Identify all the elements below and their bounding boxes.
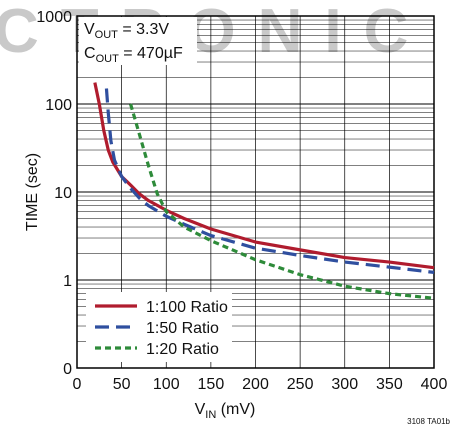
x-tick-label: 150 xyxy=(198,376,225,393)
x-tick-labels: 0 50 100 150 200 250 300 350 400 xyxy=(73,376,448,393)
x-axis-label: VIN (mV) xyxy=(195,401,256,421)
x-tick-label: 0 xyxy=(73,376,82,393)
series-group xyxy=(93,82,435,300)
cout-annotation: COUT = 470µF xyxy=(84,45,183,65)
y-axis-label: TIME (sec) xyxy=(24,153,41,231)
x-tick-label: 100 xyxy=(153,376,180,393)
y-tick-label: 10 xyxy=(54,185,72,202)
x-tick-label: 200 xyxy=(242,376,269,393)
x-tick-label: 50 xyxy=(113,376,131,393)
series-line-1 xyxy=(93,82,435,270)
figure-id: 3108 TA01b xyxy=(407,417,450,426)
legend-label-3: 1:20 Ratio xyxy=(146,341,219,358)
y-tick-label: 100 xyxy=(45,97,72,114)
series-line-3 xyxy=(129,103,435,300)
x-tick-label: 300 xyxy=(331,376,358,393)
y-tick-labels: 0 1 10 100 1000 xyxy=(36,9,72,378)
watermark-text: CTRONIC xyxy=(0,0,430,66)
x-tick-label: 400 xyxy=(421,376,448,393)
y-tick-label: 1 xyxy=(63,273,72,290)
x-tick-label: 250 xyxy=(287,376,314,393)
legend-label-1: 1:100 Ratio xyxy=(146,299,228,316)
legend: 1:100 Ratio 1:50 Ratio 1:20 Ratio xyxy=(95,299,228,358)
annotation-box xyxy=(79,17,197,65)
grid-lines xyxy=(76,16,435,369)
y-tick-label: 0 xyxy=(63,361,72,378)
vout-annotation: VOUT = 3.3V xyxy=(84,21,169,41)
x-tick-label: 350 xyxy=(376,376,403,393)
legend-box xyxy=(86,292,232,362)
y-tick-label: 1000 xyxy=(36,9,72,26)
legend-label-2: 1:50 Ratio xyxy=(146,320,219,337)
